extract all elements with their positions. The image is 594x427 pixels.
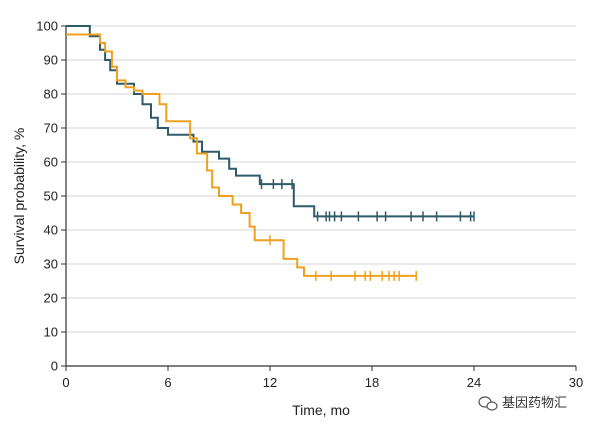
y-tick-label-50: 50 <box>44 189 58 204</box>
survival-curve-2 <box>66 33 417 277</box>
y-tick-label-80: 80 <box>44 87 58 102</box>
x-tick-label-12: 12 <box>263 375 277 390</box>
y-tick-label-70: 70 <box>44 121 58 136</box>
watermark: 基因药物汇 <box>478 396 567 411</box>
y-axis-title: Survival probability, % <box>11 128 27 265</box>
series-curves <box>66 25 474 277</box>
y-tick-label-30: 30 <box>44 257 58 272</box>
survival-curve-1 <box>66 25 474 218</box>
y-tick-label-10: 10 <box>44 325 58 340</box>
wechat-icon <box>478 396 498 411</box>
gridlines <box>66 25 576 333</box>
watermark-text: 基因药物汇 <box>502 396 567 411</box>
x-tick-label-30: 30 <box>569 375 583 390</box>
x-tick-label-18: 18 <box>365 375 379 390</box>
y-tick-label-20: 20 <box>44 291 58 306</box>
y-tick-label-90: 90 <box>44 53 58 68</box>
x-axis-ticks: 0 6 12 18 24 30 <box>62 366 583 390</box>
y-tick-label-40: 40 <box>44 223 58 238</box>
x-tick-label-24: 24 <box>467 375 481 390</box>
censor-marks <box>260 179 475 281</box>
y-tick-label-60: 60 <box>44 155 58 170</box>
y-tick-label-0: 0 <box>51 359 58 374</box>
y-axis-ticks: 0 10 20 30 40 50 60 70 80 90 100 <box>36 19 66 374</box>
x-tick-label-6: 6 <box>164 375 171 390</box>
y-tick-label-100: 100 <box>36 19 58 34</box>
x-tick-label-0: 0 <box>62 375 69 390</box>
x-axis-title: Time, mo <box>292 402 350 418</box>
